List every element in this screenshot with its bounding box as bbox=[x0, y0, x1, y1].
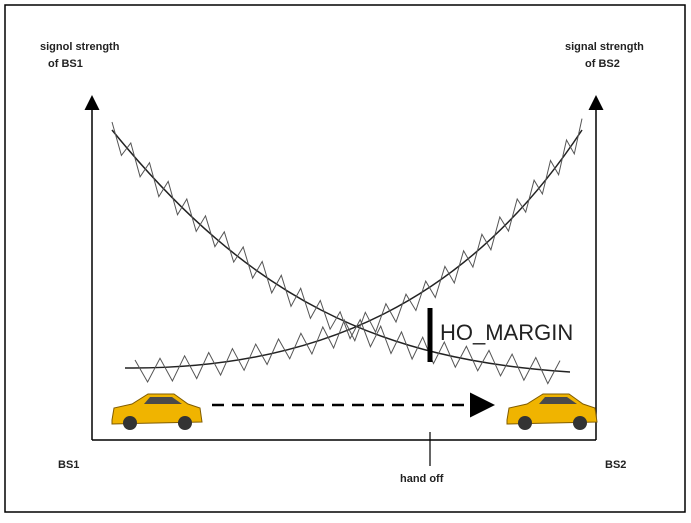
right-label-1: signal strength bbox=[565, 41, 644, 53]
diagram: signol strength of BS1 signal strength o… bbox=[0, 0, 691, 518]
margin-label: HO_MARGIN bbox=[440, 320, 573, 345]
handoff-label: hand off bbox=[400, 473, 444, 485]
left-label-2: of BS1 bbox=[48, 58, 83, 70]
bs2-label: BS2 bbox=[605, 459, 626, 471]
page: signol strength of BS1 signal strength o… bbox=[0, 0, 691, 523]
bs1-label: BS1 bbox=[58, 459, 79, 471]
right-label-2: of BS2 bbox=[585, 58, 620, 70]
frame bbox=[5, 5, 685, 512]
left-label-1: signol strength bbox=[40, 41, 120, 53]
